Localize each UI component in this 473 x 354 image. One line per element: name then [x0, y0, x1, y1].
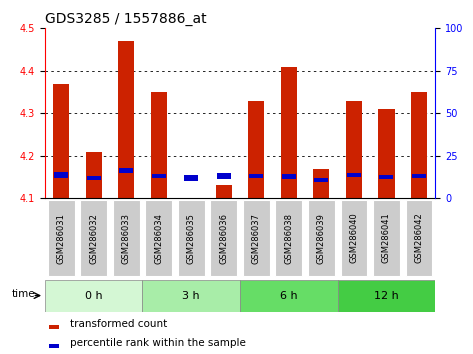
FancyBboxPatch shape — [308, 200, 335, 276]
Text: GSM286031: GSM286031 — [57, 213, 66, 263]
Bar — [313, 169, 330, 198]
Bar — [119, 168, 133, 173]
Bar — [118, 41, 134, 198]
Bar — [54, 172, 68, 178]
Text: 3 h: 3 h — [183, 291, 200, 301]
Text: GSM286042: GSM286042 — [414, 213, 423, 263]
FancyBboxPatch shape — [275, 200, 302, 276]
Bar — [248, 101, 264, 198]
Bar — [49, 325, 59, 329]
Text: transformed count: transformed count — [70, 319, 167, 329]
Text: GSM286036: GSM286036 — [219, 212, 228, 264]
Bar — [412, 173, 426, 178]
Text: 0 h: 0 h — [85, 291, 103, 301]
FancyBboxPatch shape — [178, 200, 205, 276]
Bar — [53, 84, 70, 198]
FancyBboxPatch shape — [243, 200, 270, 276]
Text: GSM286041: GSM286041 — [382, 213, 391, 263]
FancyBboxPatch shape — [341, 200, 367, 276]
Bar — [280, 67, 297, 198]
Text: GSM286037: GSM286037 — [252, 212, 261, 264]
FancyBboxPatch shape — [145, 200, 172, 276]
Bar — [86, 152, 102, 198]
FancyBboxPatch shape — [113, 200, 140, 276]
Bar — [347, 172, 361, 177]
Text: GSM286035: GSM286035 — [187, 213, 196, 263]
Text: GSM286038: GSM286038 — [284, 212, 293, 264]
Text: GSM286032: GSM286032 — [89, 213, 98, 263]
FancyBboxPatch shape — [405, 200, 432, 276]
Text: GSM286033: GSM286033 — [122, 212, 131, 264]
Bar — [150, 92, 167, 198]
Text: 6 h: 6 h — [280, 291, 298, 301]
Bar — [240, 280, 338, 312]
Bar — [378, 109, 394, 198]
Bar — [282, 173, 296, 179]
Bar — [152, 174, 166, 178]
Bar — [216, 185, 232, 198]
Bar — [87, 176, 101, 180]
Bar — [411, 92, 427, 198]
FancyBboxPatch shape — [373, 200, 400, 276]
Text: GSM286034: GSM286034 — [154, 213, 163, 263]
Bar — [45, 280, 142, 312]
Bar — [379, 175, 393, 179]
FancyBboxPatch shape — [48, 200, 75, 276]
Text: GSM286039: GSM286039 — [317, 213, 326, 263]
Bar — [142, 280, 240, 312]
FancyBboxPatch shape — [80, 200, 107, 276]
Bar — [49, 344, 59, 348]
Bar — [249, 174, 263, 178]
Bar — [184, 175, 198, 181]
Bar — [217, 173, 231, 179]
FancyBboxPatch shape — [210, 200, 237, 276]
Text: time: time — [11, 289, 35, 299]
Text: GDS3285 / 1557886_at: GDS3285 / 1557886_at — [45, 12, 207, 26]
Bar — [315, 178, 328, 182]
Text: percentile rank within the sample: percentile rank within the sample — [70, 338, 246, 348]
Text: 12 h: 12 h — [374, 291, 399, 301]
Text: GSM286040: GSM286040 — [350, 213, 359, 263]
Bar — [346, 101, 362, 198]
Bar — [338, 280, 435, 312]
